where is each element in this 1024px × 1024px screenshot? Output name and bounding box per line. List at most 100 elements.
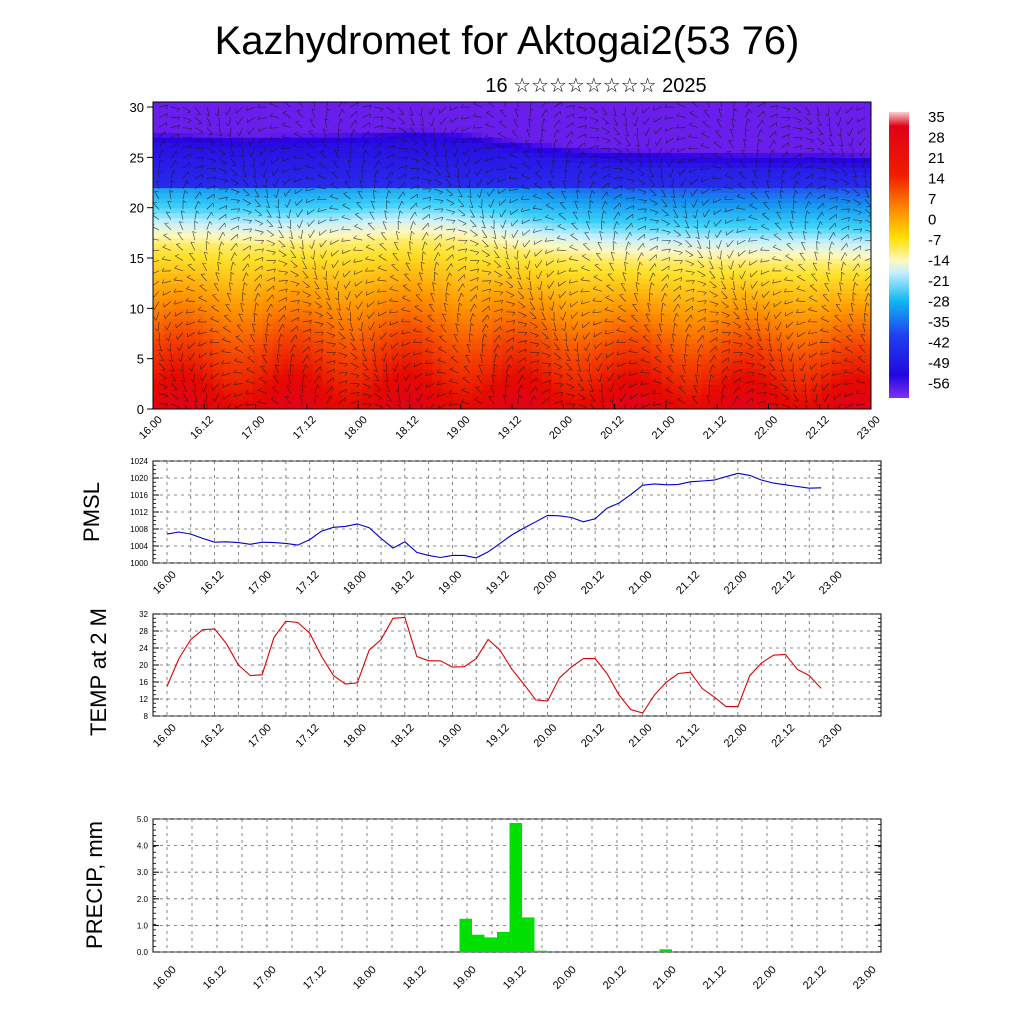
field-cell — [472, 293, 483, 299]
field-cell — [162, 107, 174, 113]
field-cell — [432, 207, 443, 214]
field-cell — [442, 172, 453, 179]
wind-barb — [206, 106, 210, 116]
field-cell — [422, 288, 433, 294]
wind-barb-flag — [227, 133, 231, 137]
field-cell — [512, 313, 523, 320]
field-cell — [332, 137, 344, 143]
field-cell — [721, 383, 732, 390]
field-cell — [442, 368, 453, 375]
field-cell — [172, 152, 184, 158]
field-cell — [472, 107, 483, 113]
field-cell — [492, 182, 503, 189]
field-cell — [222, 388, 234, 395]
field-cell — [661, 358, 673, 365]
field-cell — [831, 313, 842, 320]
wind-barb-flag — [262, 184, 266, 188]
wind-barb — [242, 198, 251, 204]
field-cell — [272, 263, 284, 269]
wind-barb-flag — [242, 292, 246, 296]
field-cell — [611, 212, 623, 219]
field-cell — [761, 162, 772, 169]
field-cell — [841, 157, 852, 163]
wind-barb-flag — [151, 271, 152, 275]
field-cell — [621, 157, 633, 163]
field-cell — [841, 278, 852, 284]
field-cell — [661, 313, 673, 320]
wind-barb — [177, 332, 184, 340]
field-cell — [342, 343, 354, 350]
field-cell — [332, 177, 344, 184]
field-cell — [801, 157, 812, 163]
wind-barb-flag — [245, 194, 250, 197]
field-cell — [222, 107, 234, 113]
field-cell — [242, 117, 254, 123]
field-cell — [432, 152, 443, 158]
field-cell — [831, 207, 842, 214]
field-cell — [372, 112, 383, 118]
field-cell — [232, 222, 244, 229]
field-cell — [402, 242, 413, 249]
field-cell — [332, 288, 344, 294]
field-cell — [691, 373, 703, 380]
field-cell — [202, 363, 214, 370]
field-cell — [462, 343, 473, 350]
field-cell — [541, 268, 553, 274]
field-cell — [342, 283, 354, 289]
field-cell — [651, 137, 663, 143]
field-cell — [551, 308, 563, 314]
field-cell — [162, 232, 174, 239]
field-cell — [671, 278, 683, 284]
field-cell — [382, 157, 393, 163]
field-cell — [342, 273, 354, 279]
field-cell — [472, 378, 483, 385]
field-cell — [661, 142, 673, 148]
field-cell — [721, 348, 732, 355]
field-cell — [761, 368, 772, 375]
wind-barb-flag — [261, 257, 264, 262]
field-cell — [452, 343, 463, 350]
field-cell — [222, 348, 234, 355]
field-cell — [521, 242, 533, 249]
field-cell — [422, 313, 433, 320]
wind-barb-flag — [199, 365, 201, 370]
field-cell — [382, 197, 393, 204]
field-cell — [422, 363, 433, 370]
field-cell — [661, 278, 673, 284]
field-cell — [521, 192, 533, 199]
field-cell — [691, 237, 703, 244]
field-cell — [492, 252, 503, 259]
field-cell — [153, 172, 164, 179]
field-cell — [691, 303, 703, 309]
field-cell — [681, 293, 693, 299]
field-cell — [731, 363, 742, 370]
field-cell — [262, 232, 274, 239]
field-cell — [821, 237, 832, 244]
field-cell — [721, 388, 732, 395]
field-cell — [811, 263, 822, 269]
field-cell — [751, 373, 762, 380]
wind-barb-flag — [259, 150, 261, 155]
field-cell — [551, 328, 563, 335]
field-cell — [771, 283, 782, 289]
field-cell — [551, 212, 563, 219]
field-cell — [691, 202, 703, 209]
field-cell — [521, 263, 533, 269]
field-cell — [851, 333, 862, 340]
field-cell — [711, 142, 723, 148]
field-cell — [292, 122, 304, 128]
field-cell — [322, 363, 334, 370]
field-cell — [861, 227, 871, 234]
wind-barb-flag — [224, 180, 228, 184]
field-cell — [392, 192, 403, 199]
field-cell — [502, 363, 513, 370]
field-cell — [811, 313, 822, 320]
field-cell — [561, 328, 573, 335]
field-cell — [282, 268, 294, 274]
field-cell — [342, 102, 354, 108]
field-cell — [531, 202, 543, 209]
field-cell — [392, 212, 403, 219]
field-cell — [581, 197, 593, 204]
field-cell — [302, 283, 314, 289]
field-cell — [182, 252, 194, 259]
